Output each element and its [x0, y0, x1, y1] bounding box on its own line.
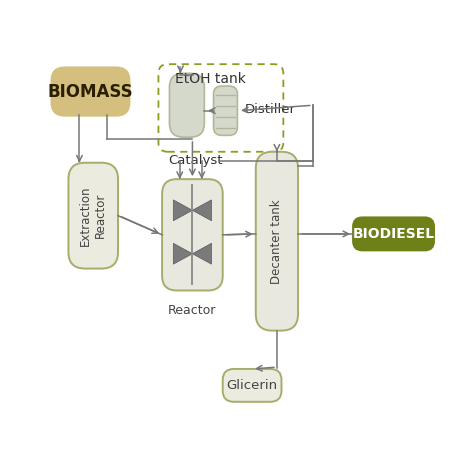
FancyBboxPatch shape: [256, 152, 298, 331]
Text: Distiller: Distiller: [245, 103, 296, 116]
Text: EtOH tank: EtOH tank: [175, 72, 246, 86]
FancyBboxPatch shape: [169, 73, 204, 137]
Text: Reactor: Reactor: [168, 304, 217, 317]
Text: Decanter tank: Decanter tank: [270, 199, 283, 283]
Polygon shape: [173, 243, 192, 264]
Polygon shape: [173, 200, 192, 221]
Polygon shape: [192, 200, 211, 221]
FancyBboxPatch shape: [223, 369, 282, 402]
FancyBboxPatch shape: [52, 68, 129, 115]
FancyBboxPatch shape: [353, 218, 434, 250]
Text: Glicerin: Glicerin: [227, 379, 278, 392]
Polygon shape: [192, 243, 211, 264]
Text: BIOMASS: BIOMASS: [48, 82, 133, 100]
FancyBboxPatch shape: [162, 179, 223, 291]
FancyBboxPatch shape: [68, 163, 118, 269]
Text: Extraction
Reactor: Extraction Reactor: [79, 185, 107, 246]
Text: Catalyst: Catalyst: [168, 155, 222, 167]
FancyBboxPatch shape: [213, 86, 237, 136]
Text: BIODIESEL: BIODIESEL: [353, 227, 435, 241]
